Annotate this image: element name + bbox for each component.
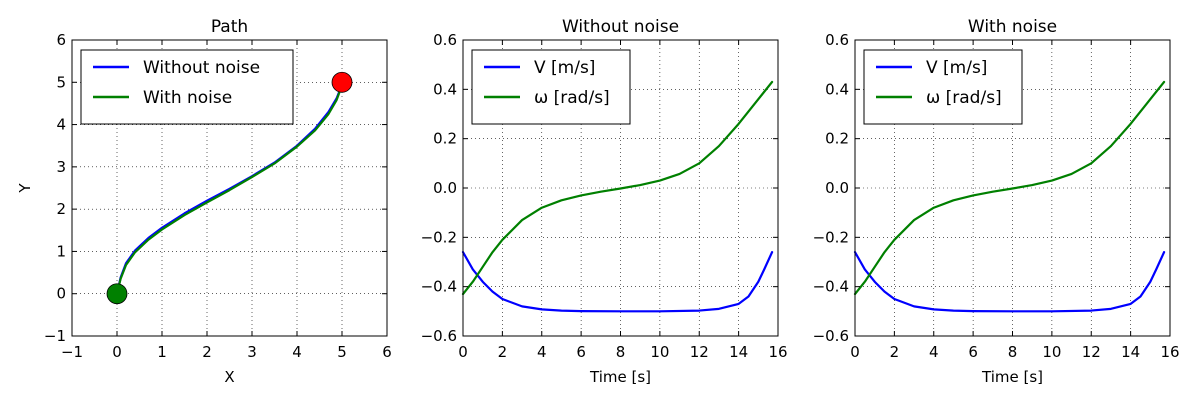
x-tick-label: 0 — [112, 343, 122, 361]
chart-panel-2: 0 2 4 6 8 10 12 14 16 −0.6 −0.4 −0.2 0.0 0.2 0.4 0.6 Wit… — [421, 17, 788, 386]
x-tick-label: 8 — [616, 343, 626, 361]
y-tick-label: 3 — [56, 158, 66, 176]
legend: V [m/s] ω [rad/s] — [471, 49, 631, 125]
x-tick-label: 12 — [690, 343, 709, 361]
legend-label-1: Without noise — [143, 58, 260, 78]
x-tick-label: 1 — [157, 343, 167, 361]
legend-label-2: ω [rad/s] — [926, 88, 1002, 108]
y-axis-label: Y — [16, 183, 34, 194]
x-tick-label: 6 — [576, 343, 586, 361]
legend-label-1: V [m/s] — [926, 58, 987, 78]
y-tick-label: −0.6 — [813, 327, 849, 345]
series-line-1 — [853, 251, 1166, 313]
series-line-1 — [461, 251, 774, 313]
y-tick-label: −0.2 — [813, 228, 849, 246]
y-tick-label: 0.0 — [433, 179, 457, 197]
y-tick-label: 0.2 — [825, 130, 849, 148]
y-tick-label: 0.2 — [433, 130, 457, 148]
x-tick-label: 10 — [650, 343, 669, 361]
x-tick-label: 6 — [968, 343, 978, 361]
x-axis-label: X — [224, 368, 234, 386]
plot-frame — [71, 39, 388, 337]
x-tick-label: 4 — [929, 343, 939, 361]
y-tick-label: −0.2 — [421, 228, 457, 246]
y-tick-label: 0.4 — [825, 80, 849, 98]
y-tick-label: 4 — [56, 116, 66, 134]
x-tick-label: 16 — [768, 343, 787, 361]
x-tick-label: 2 — [890, 343, 900, 361]
series-line-2 — [461, 80, 774, 296]
legend-label-1: V [m/s] — [534, 58, 595, 78]
series-line-2 — [853, 80, 1166, 296]
series-line-2 — [115, 81, 344, 295]
x-tick-label: 16 — [1160, 343, 1179, 361]
x-tick-label: 0 — [458, 343, 468, 361]
chart-title: Path — [211, 17, 248, 37]
x-tick-label: 14 — [1121, 343, 1140, 361]
x-tick-label: 14 — [729, 343, 748, 361]
x-tick-label: −1 — [61, 343, 83, 361]
chart-panel-3: 0 2 4 6 8 10 12 14 16 −0.6 −0.4 −0.2 0.0 0.2 0.4 0.6 Wit… — [813, 17, 1180, 386]
y-tick-label: −1 — [44, 327, 66, 345]
x-tick-label: 5 — [337, 343, 347, 361]
y-tick-label: 6 — [56, 31, 66, 49]
x-tick-label: 4 — [537, 343, 547, 361]
x-tick-label: 12 — [1082, 343, 1101, 361]
y-tick-label: 0.6 — [825, 31, 849, 49]
x-tick-label: 0 — [850, 343, 860, 361]
legend: V [m/s] ω [rad/s] — [863, 49, 1023, 125]
y-tick-label: 1 — [56, 242, 66, 260]
y-tick-label: −0.6 — [421, 327, 457, 345]
chart-title: Without noise — [562, 17, 679, 37]
x-tick-label: 8 — [1008, 343, 1018, 361]
y-tick-label: 2 — [56, 200, 66, 218]
y-tick-label: −0.4 — [813, 278, 849, 296]
x-tick-label: 4 — [292, 343, 302, 361]
legend-box — [863, 49, 1023, 125]
x-tick-label: 3 — [247, 343, 257, 361]
y-tick-label: −0.4 — [421, 278, 457, 296]
chart-title: With noise — [968, 17, 1057, 37]
x-tick-label: 2 — [202, 343, 212, 361]
legend-label-2: With noise — [143, 88, 232, 108]
y-tick-label: 0.6 — [433, 31, 457, 49]
legend-box — [80, 49, 294, 125]
marker-point-2 — [331, 71, 353, 93]
x-tick-label: 2 — [498, 343, 508, 361]
y-tick-label: 0 — [56, 285, 66, 303]
x-axis-label: Time [s] — [589, 368, 651, 386]
marker-point-1 — [106, 283, 128, 305]
legend-label-2: ω [rad/s] — [534, 88, 610, 108]
legend: Without noise With noise — [80, 49, 294, 125]
y-tick-label: 0.4 — [433, 80, 457, 98]
y-tick-label: 5 — [56, 73, 66, 91]
x-axis-label: Time [s] — [981, 368, 1043, 386]
x-tick-label: 10 — [1042, 343, 1061, 361]
x-tick-label: 6 — [382, 343, 392, 361]
legend-box — [471, 49, 631, 125]
y-tick-label: 0.0 — [825, 179, 849, 197]
